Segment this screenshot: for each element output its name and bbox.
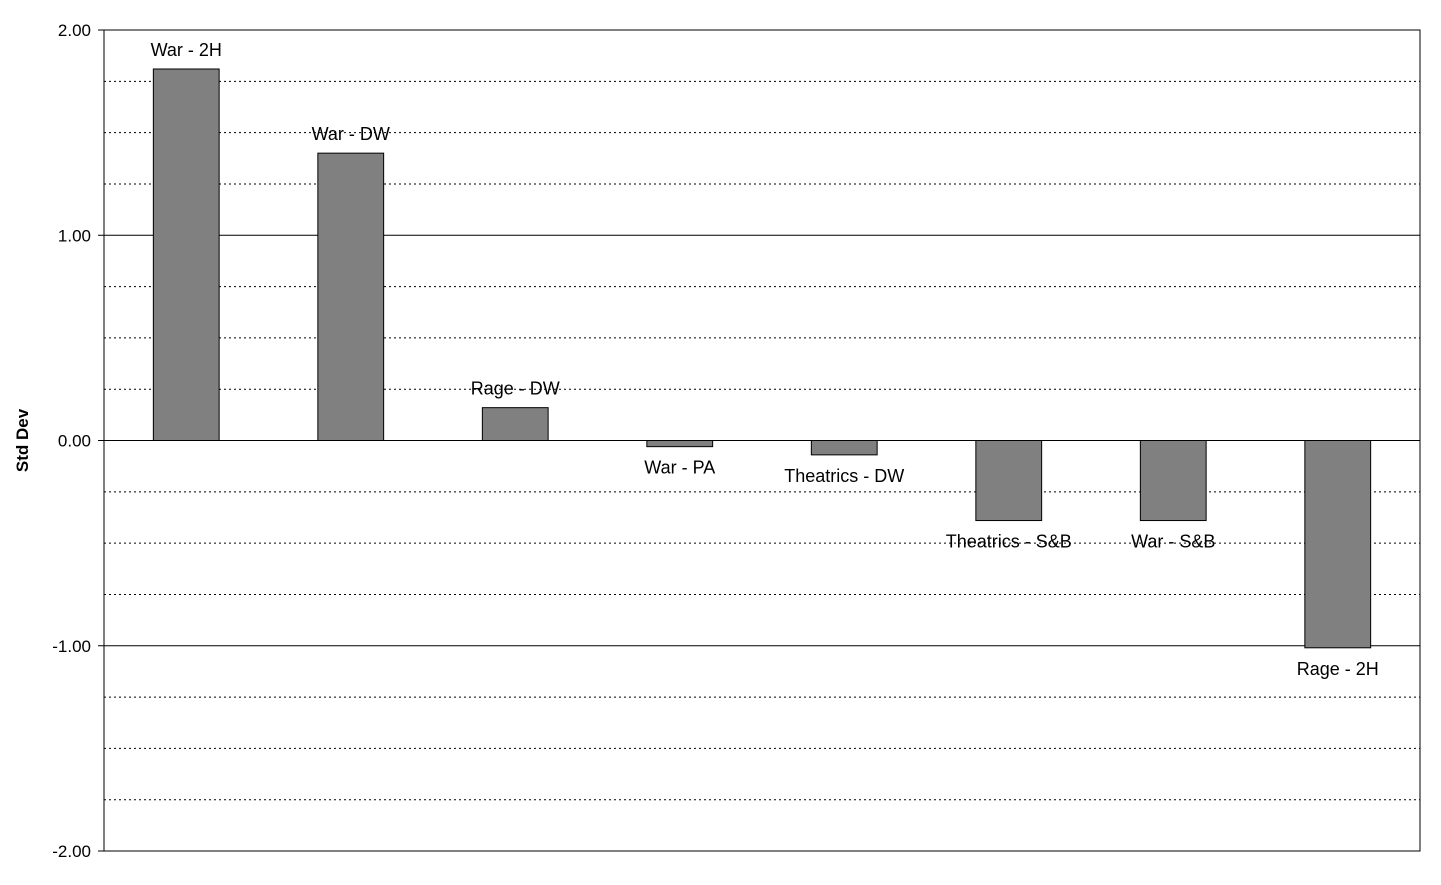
bar-category-label: Theatrics - DW bbox=[784, 466, 904, 486]
bar-category-label: War - S&B bbox=[1131, 532, 1215, 552]
y-tick-label: -2.00 bbox=[52, 842, 91, 861]
bar-labels: War - 2H War - DW Rage - DW War - PA Theatri… bbox=[151, 40, 1379, 679]
y-tick-label: -1.00 bbox=[52, 637, 91, 656]
bar bbox=[975, 440, 1043, 522]
bars bbox=[152, 68, 1372, 649]
bar bbox=[1304, 440, 1372, 649]
y-tick-label: 0.00 bbox=[58, 432, 91, 451]
bar-category-label: War - 2H bbox=[151, 40, 222, 60]
y-axis-title: Std Dev bbox=[13, 408, 32, 472]
bar bbox=[810, 440, 878, 456]
y-axis-ticks: 2.00 1.00 0.00 -1.00 -2.00 bbox=[52, 21, 104, 861]
y-tick-label: 1.00 bbox=[58, 226, 91, 245]
bar-category-label: War - PA bbox=[644, 458, 715, 478]
y-tick-label: 2.00 bbox=[58, 21, 91, 40]
bar bbox=[152, 68, 220, 441]
bar-category-label: Rage - DW bbox=[471, 379, 560, 399]
bar-category-label: Rage - 2H bbox=[1297, 659, 1379, 679]
bar-category-label: Theatrics - S&B bbox=[946, 532, 1072, 552]
bar bbox=[317, 152, 385, 441]
bar bbox=[1139, 440, 1207, 522]
bar-category-label: War - DW bbox=[312, 124, 390, 144]
bar bbox=[646, 440, 714, 448]
bar bbox=[481, 407, 549, 442]
